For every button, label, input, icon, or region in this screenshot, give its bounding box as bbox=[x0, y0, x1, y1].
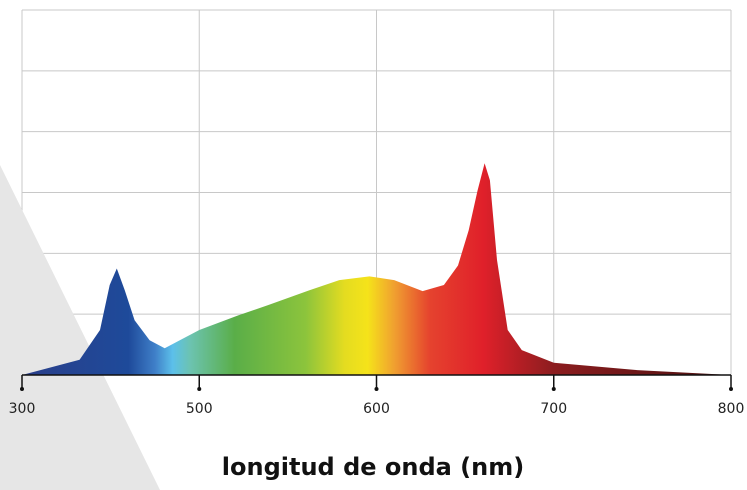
x-tick-label: 800 bbox=[718, 401, 745, 417]
x-tick-dot bbox=[374, 387, 379, 391]
x-tick-dot bbox=[551, 387, 556, 391]
x-tick-dot bbox=[197, 387, 202, 391]
x-tick-label: 300 bbox=[9, 401, 36, 417]
x-tick-dot bbox=[729, 387, 733, 391]
x-axis-label: longitud de onda (nm) bbox=[222, 453, 524, 481]
x-tick-label: 700 bbox=[540, 401, 567, 417]
background-shape bbox=[0, 165, 160, 490]
spectrum-area bbox=[22, 163, 731, 375]
x-tick-label: 500 bbox=[186, 401, 213, 417]
x-tick-dot bbox=[20, 387, 24, 391]
x-tick-label: 600 bbox=[363, 401, 390, 417]
